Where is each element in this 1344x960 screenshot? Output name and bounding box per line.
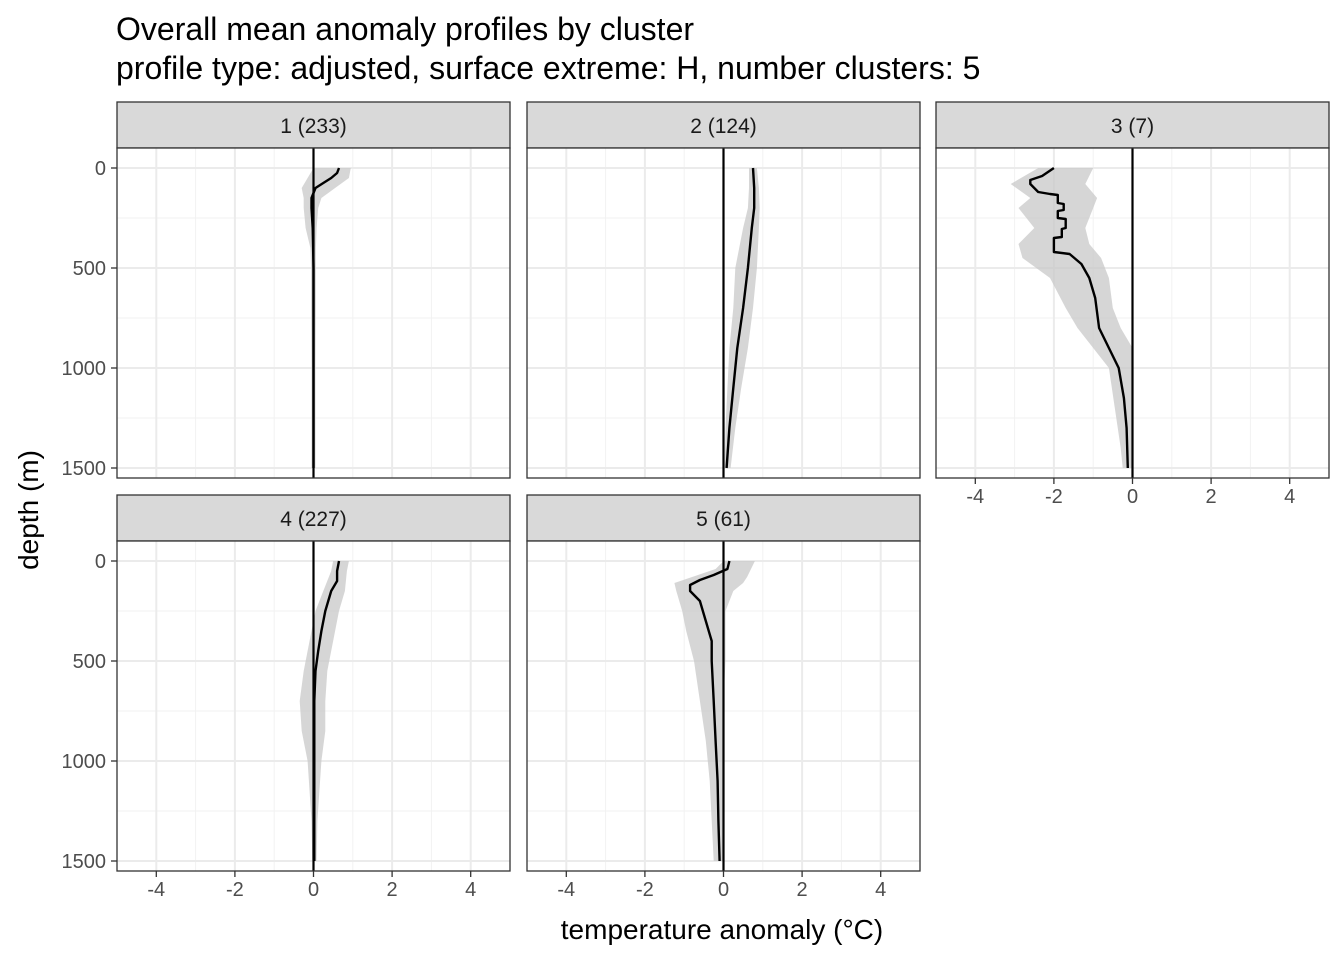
facet-panel: 3 (7) -4 -2 0 2 4	[935, 101, 1330, 508]
x-tick-label: 4	[465, 879, 476, 901]
panel-border	[526, 147, 921, 479]
uncertainty-ribbon	[1010, 168, 1133, 468]
x-tick-label: -4	[147, 879, 165, 901]
x-tick-label: -2	[226, 879, 244, 901]
panel-border	[116, 147, 511, 479]
facet-strip	[935, 101, 1330, 149]
x-tick-label: 0	[718, 879, 729, 901]
mean-profile-line	[725, 167, 756, 469]
x-tick-label: -2	[1045, 486, 1063, 508]
mean-profile-line	[688, 560, 731, 862]
uncertainty-ribbon	[299, 561, 349, 861]
x-axis-title: temperature anomaly (°C)	[561, 914, 883, 945]
facet-strip-label: 2 (124)	[690, 115, 757, 138]
x-tick-label: -4	[557, 879, 575, 901]
y-tick-label: 1500	[62, 851, 107, 873]
facet-panel: 4 (227) 0 500 1000 1500 -4 -2 0 2 4	[62, 494, 511, 901]
y-tick-label: 500	[73, 651, 106, 673]
y-tick-label: 0	[95, 551, 106, 573]
x-tick-label: 0	[1127, 486, 1138, 508]
facet-strip	[526, 494, 921, 542]
facet-strip-label: 3 (7)	[1111, 115, 1154, 138]
facet-panel: 1 (233) 0 500 1000 1500	[62, 101, 511, 480]
x-tick-label: -4	[966, 486, 984, 508]
chart-subtitle: profile type: adjusted, surface extreme:…	[116, 50, 980, 86]
x-tick-label: 2	[1206, 486, 1217, 508]
y-axis-title: depth (m)	[13, 450, 44, 570]
facet-strip	[116, 494, 511, 542]
mean-profile-line	[313, 560, 341, 861]
facet-strip-label: 1 (233)	[280, 115, 347, 138]
y-tick-label: 0	[95, 158, 106, 180]
x-tick-label: 4	[875, 879, 886, 901]
y-tick-label: 1000	[62, 751, 107, 773]
facet-strip-label: 5 (61)	[696, 508, 751, 531]
facet-panel: 2 (124)	[526, 101, 921, 479]
x-tick-label: 2	[797, 879, 808, 901]
y-tick-label: 500	[73, 258, 106, 280]
chart-title: Overall mean anomaly profiles by cluster	[116, 11, 694, 47]
x-tick-label: 4	[1284, 486, 1295, 508]
mean-profile-line	[1029, 167, 1129, 469]
facet-strip-label: 4 (227)	[280, 508, 347, 531]
x-tick-label: 2	[387, 879, 398, 901]
y-tick-label: 1000	[62, 358, 107, 380]
facet-strip	[116, 101, 511, 149]
x-tick-label: 0	[308, 879, 319, 901]
y-tick-label: 1500	[62, 458, 107, 480]
facet-strip	[526, 101, 921, 149]
facet-panel: 5 (61) -4 -2 0 2 4	[526, 494, 921, 901]
x-tick-label: -2	[636, 879, 654, 901]
mean-profile-line	[310, 167, 341, 468]
